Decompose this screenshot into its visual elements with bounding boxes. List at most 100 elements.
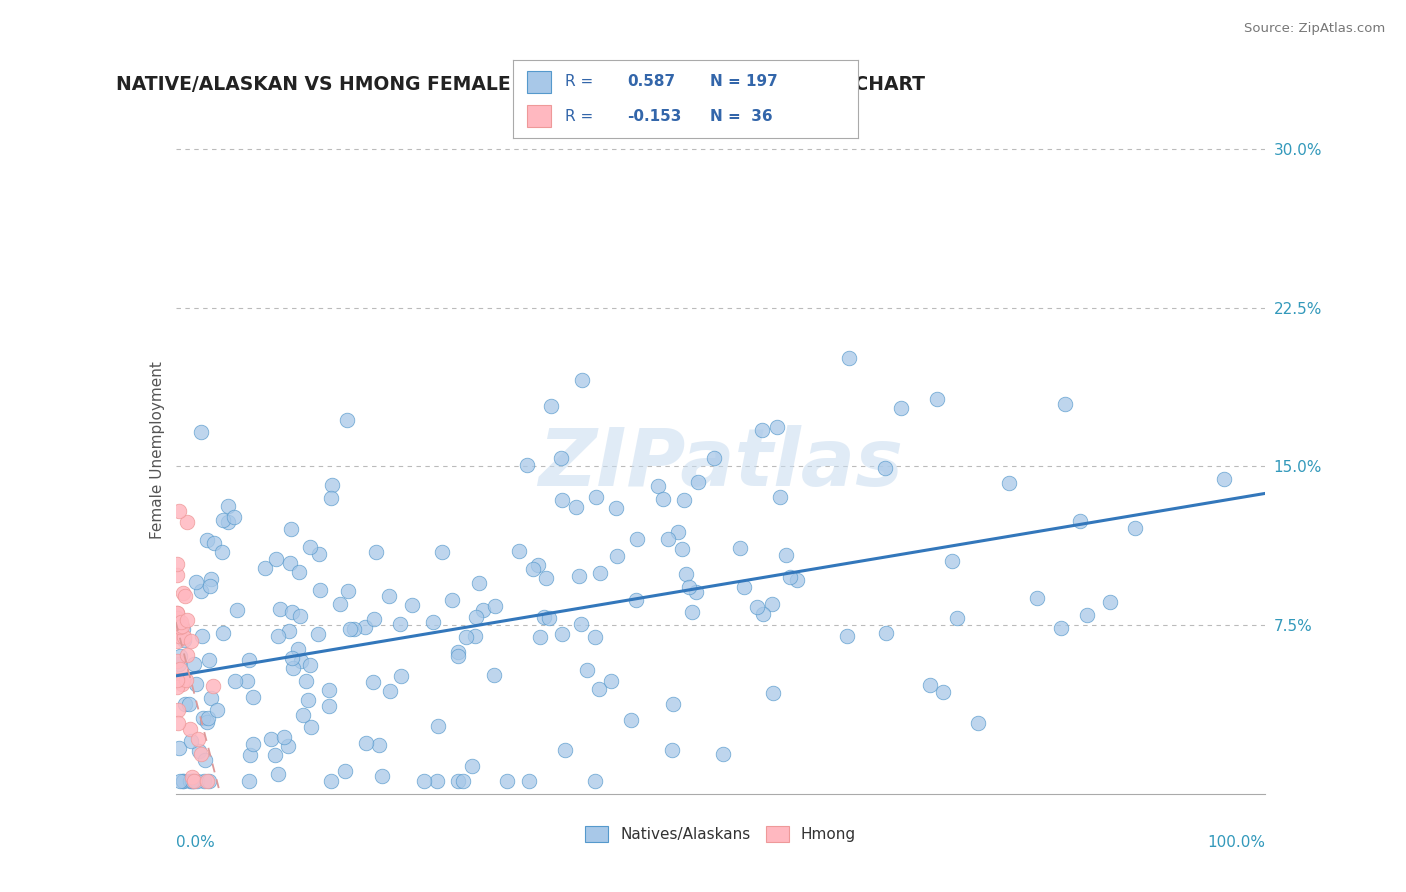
Point <box>1213 472 1236 486</box>
Point <box>176 614 198 628</box>
Point <box>364 545 387 559</box>
Point <box>242 737 264 751</box>
Text: NATIVE/ALASKAN VS HMONG FEMALE UNEMPLOYMENT CORRELATION CHART: NATIVE/ALASKAN VS HMONG FEMALE UNEMPLOYM… <box>115 75 925 95</box>
Point <box>183 774 205 789</box>
Point <box>281 605 304 619</box>
Point <box>526 558 548 572</box>
Point <box>238 774 260 789</box>
Point <box>647 479 669 493</box>
Point <box>998 476 1021 491</box>
Point <box>446 774 468 789</box>
Point <box>508 544 530 558</box>
Point <box>890 401 912 415</box>
Point <box>195 774 218 789</box>
Point <box>583 774 606 789</box>
Point <box>838 351 860 366</box>
Point <box>321 478 343 492</box>
Point <box>321 491 343 505</box>
Point <box>195 533 218 548</box>
Point <box>517 774 540 789</box>
Point <box>762 686 785 700</box>
Point <box>197 774 219 789</box>
Point <box>236 674 259 689</box>
Point <box>620 713 643 727</box>
Point <box>172 622 194 636</box>
Text: R =: R = <box>565 109 593 124</box>
Point <box>652 491 675 506</box>
Point <box>183 657 205 672</box>
Point <box>551 627 574 641</box>
Text: 0.587: 0.587 <box>627 74 675 89</box>
Point <box>516 458 538 472</box>
Point <box>1025 591 1047 605</box>
Point <box>267 629 290 643</box>
Point <box>675 566 697 581</box>
Point <box>589 566 612 580</box>
Point <box>460 759 482 773</box>
Point <box>484 599 506 613</box>
Point <box>297 692 319 706</box>
Point <box>447 648 470 663</box>
Point <box>673 493 696 508</box>
Point <box>166 633 188 648</box>
Point <box>193 774 215 789</box>
Point <box>769 491 792 505</box>
Point <box>1053 397 1076 411</box>
Point <box>169 620 191 634</box>
Point <box>180 634 202 648</box>
Text: R =: R = <box>565 74 593 89</box>
FancyBboxPatch shape <box>527 105 551 128</box>
Point <box>733 580 755 594</box>
Point <box>308 547 330 561</box>
Text: Source: ZipAtlas.com: Source: ZipAtlas.com <box>1244 22 1385 36</box>
Point <box>537 611 560 625</box>
Point <box>361 675 384 690</box>
Point <box>299 658 322 673</box>
Point <box>166 557 188 571</box>
Point <box>179 723 201 737</box>
Point <box>389 616 412 631</box>
Text: 0.0%: 0.0% <box>176 835 215 850</box>
Point <box>575 663 598 677</box>
Point <box>371 769 394 783</box>
Point <box>288 565 311 579</box>
Point <box>536 571 558 585</box>
Point <box>169 663 191 677</box>
Y-axis label: Female Unemployment: Female Unemployment <box>149 361 165 540</box>
Text: 100.0%: 100.0% <box>1208 835 1265 850</box>
Point <box>167 657 190 671</box>
Point <box>254 561 277 575</box>
Point <box>751 423 773 437</box>
Point <box>661 743 683 757</box>
Point <box>657 532 679 546</box>
Point <box>605 501 627 516</box>
Point <box>166 703 188 717</box>
Point <box>427 719 450 733</box>
Point <box>920 678 942 692</box>
Point <box>166 680 188 694</box>
Point <box>186 774 208 789</box>
Point <box>191 629 214 643</box>
Point <box>190 425 212 440</box>
Point <box>662 697 685 711</box>
Point <box>1123 521 1146 535</box>
Point <box>294 674 316 689</box>
Point <box>465 610 488 624</box>
Point <box>624 593 647 607</box>
Point <box>211 626 233 640</box>
Text: ZIPatlas: ZIPatlas <box>538 425 903 503</box>
Point <box>468 576 491 591</box>
Point <box>873 460 896 475</box>
Point <box>318 683 340 698</box>
Point <box>166 606 188 620</box>
Point <box>263 748 285 763</box>
Point <box>319 774 342 789</box>
Point <box>703 450 725 465</box>
Point <box>172 774 194 789</box>
Point <box>176 515 198 529</box>
Point <box>166 673 188 687</box>
Point <box>172 586 194 600</box>
Point <box>190 747 212 761</box>
Point <box>728 541 751 556</box>
Point <box>551 492 574 507</box>
